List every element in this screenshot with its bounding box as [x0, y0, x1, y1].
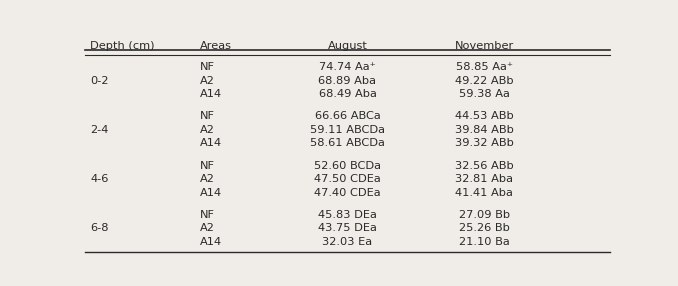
Text: 32.03 Ea: 32.03 Ea — [323, 237, 372, 247]
Text: 58.61 ABCDa: 58.61 ABCDa — [310, 138, 385, 148]
Text: 45.83 DEa: 45.83 DEa — [318, 210, 377, 220]
Text: NF: NF — [201, 111, 216, 121]
Text: A2: A2 — [201, 125, 215, 135]
Text: A14: A14 — [201, 237, 222, 247]
Text: Areas: Areas — [201, 41, 233, 51]
Text: 74.74 Aa⁺: 74.74 Aa⁺ — [319, 62, 376, 72]
Text: 21.10 Ba: 21.10 Ba — [459, 237, 509, 247]
Text: Depth (cm): Depth (cm) — [90, 41, 155, 51]
Text: A14: A14 — [201, 188, 222, 198]
Text: 4-6: 4-6 — [90, 174, 108, 184]
Text: 27.09 Bb: 27.09 Bb — [458, 210, 510, 220]
Text: August: August — [327, 41, 367, 51]
Text: 49.22 ABb: 49.22 ABb — [455, 76, 513, 86]
Text: 59.11 ABCDa: 59.11 ABCDa — [310, 125, 385, 135]
Text: A14: A14 — [201, 138, 222, 148]
Text: 39.84 ABb: 39.84 ABb — [455, 125, 513, 135]
Text: A2: A2 — [201, 223, 215, 233]
Text: 41.41 Aba: 41.41 Aba — [455, 188, 513, 198]
Text: 47.50 CDEa: 47.50 CDEa — [314, 174, 381, 184]
Text: 68.89 Aba: 68.89 Aba — [319, 76, 376, 86]
Text: 32.81 Aba: 32.81 Aba — [455, 174, 513, 184]
Text: 66.66 ABCa: 66.66 ABCa — [315, 111, 380, 121]
Text: 43.75 DEa: 43.75 DEa — [318, 223, 377, 233]
Text: NF: NF — [201, 160, 216, 170]
Text: A14: A14 — [201, 89, 222, 99]
Text: 68.49 Aba: 68.49 Aba — [319, 89, 376, 99]
Text: 6-8: 6-8 — [90, 223, 108, 233]
Text: 58.85 Aa⁺: 58.85 Aa⁺ — [456, 62, 513, 72]
Text: 44.53 ABb: 44.53 ABb — [455, 111, 513, 121]
Text: NF: NF — [201, 210, 216, 220]
Text: 2-4: 2-4 — [90, 125, 108, 135]
Text: 59.38 Aa: 59.38 Aa — [458, 89, 510, 99]
Text: A2: A2 — [201, 174, 215, 184]
Text: 47.40 CDEa: 47.40 CDEa — [314, 188, 381, 198]
Text: A2: A2 — [201, 76, 215, 86]
Text: 0-2: 0-2 — [90, 76, 108, 86]
Text: 39.32 ABb: 39.32 ABb — [455, 138, 513, 148]
Text: 32.56 ABb: 32.56 ABb — [455, 160, 513, 170]
Text: 52.60 BCDa: 52.60 BCDa — [314, 160, 381, 170]
Text: 25.26 Bb: 25.26 Bb — [458, 223, 510, 233]
Text: NF: NF — [201, 62, 216, 72]
Text: November: November — [454, 41, 514, 51]
